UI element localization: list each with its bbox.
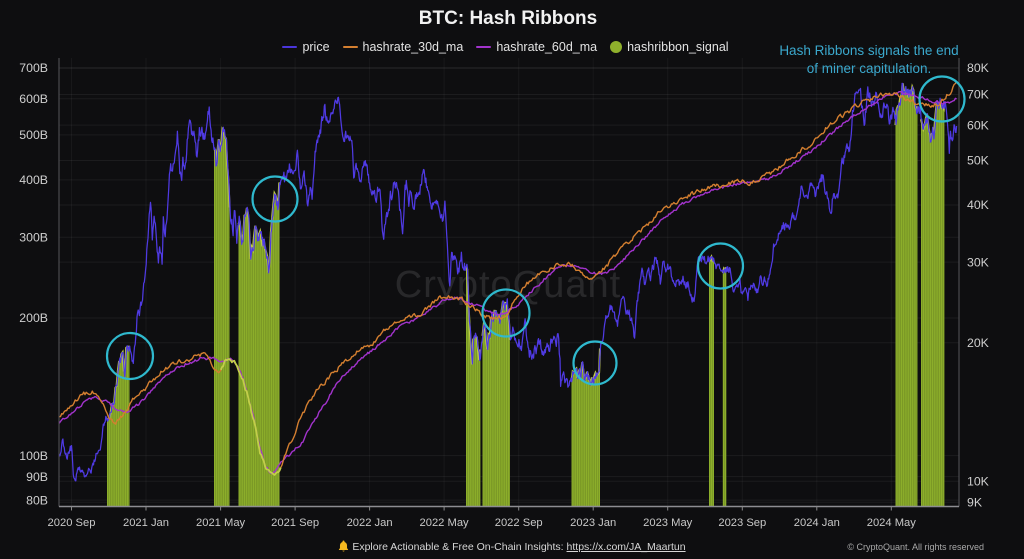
svg-text:2022 Jan: 2022 Jan (347, 517, 393, 529)
svg-text:2021 May: 2021 May (196, 517, 246, 529)
svg-text:90B: 90B (26, 470, 48, 484)
svg-text:300B: 300B (19, 231, 48, 245)
svg-text:10K: 10K (967, 475, 990, 489)
svg-text:2022 May: 2022 May (420, 517, 470, 529)
svg-text:2021 Jan: 2021 Jan (123, 517, 169, 529)
svg-text:80K: 80K (967, 61, 990, 75)
svg-text:70K: 70K (967, 88, 990, 102)
svg-text:2023 Jan: 2023 Jan (570, 517, 616, 529)
svg-text:30K: 30K (967, 255, 990, 269)
svg-text:100B: 100B (19, 449, 48, 463)
svg-text:9K: 9K (967, 495, 983, 509)
svg-text:50K: 50K (967, 154, 990, 168)
svg-text:40K: 40K (967, 198, 990, 212)
svg-text:2020 Sep: 2020 Sep (48, 517, 96, 529)
svg-text:700B: 700B (19, 61, 48, 75)
svg-text:60K: 60K (967, 118, 990, 132)
svg-text:200B: 200B (19, 311, 48, 325)
svg-text:2023 May: 2023 May (643, 517, 693, 529)
svg-text:20K: 20K (967, 336, 990, 350)
svg-text:2024 Jan: 2024 Jan (794, 517, 840, 529)
svg-text:80B: 80B (26, 493, 48, 507)
svg-text:600B: 600B (19, 92, 48, 106)
svg-text:2023 Sep: 2023 Sep (718, 517, 766, 529)
svg-text:2021 Sep: 2021 Sep (271, 517, 319, 529)
svg-text:500B: 500B (19, 128, 48, 142)
svg-text:400B: 400B (19, 173, 48, 187)
svg-text:2024 May: 2024 May (867, 517, 917, 529)
svg-text:2022 Sep: 2022 Sep (495, 517, 543, 529)
